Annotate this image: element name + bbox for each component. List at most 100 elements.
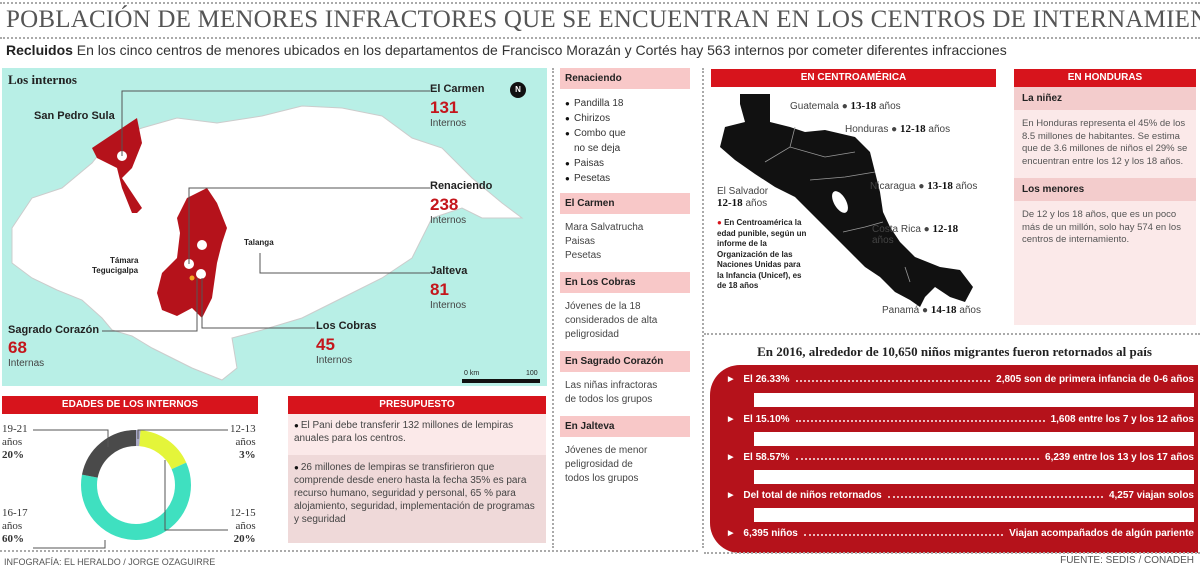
dotted-leader: [795, 454, 1040, 460]
country-panama: Panamá ● 14-18 años: [882, 304, 981, 316]
center-los-cobras-count: 45: [316, 335, 335, 354]
map-shape-icon: [11, 90, 524, 381]
country-name: Panamá: [882, 305, 920, 316]
scale-start: 0 km: [464, 370, 480, 377]
honduras-header: EN HONDURAS: [1014, 69, 1196, 87]
center-jalteva-name: Jalteva: [430, 265, 468, 277]
age-unit: años: [235, 520, 256, 532]
age-unit: años: [955, 181, 978, 192]
donut-leader-lines: [33, 429, 228, 549]
age-range: 12-18: [899, 123, 926, 135]
gang-text: Las niñas infractoras de todos los grupo…: [560, 379, 690, 407]
country-guatemala: Guatemala ● 13-18 años: [790, 100, 901, 112]
red-dot-icon: ●: [717, 218, 725, 227]
title-divider: [0, 37, 1200, 39]
gang-center-header: En Jalteva: [560, 416, 690, 437]
row-right: 4,257 viajan solos: [1108, 489, 1194, 501]
budget-panel: PRESUPUESTO ● El Pani debe transferir 132…: [288, 396, 546, 546]
gang-text: Jóvenes de menor peligrosidad de todos l…: [560, 444, 690, 486]
north-compass-icon: N: [510, 82, 526, 98]
arrow-icon: ▶: [728, 454, 734, 461]
place-tamara: Támara: [110, 256, 139, 265]
credit: INFOGRAFÍA: EL HERALDO / JORGE OZAGUIRRE: [4, 557, 216, 567]
age-label-12-15: 12-15 años 20%: [230, 507, 256, 546]
subtitle: Recluidos En los cinco centros de menore…: [6, 42, 1007, 58]
age-unit: años: [959, 305, 981, 316]
center-renaciendo-unit: Internos: [430, 215, 467, 226]
age-pct: 20%: [233, 533, 256, 545]
note-text: En Centroamérica la edad punible, según …: [717, 218, 807, 290]
age-label-12-13: 12-13 años 3%: [230, 423, 256, 462]
age-range: 16-17: [2, 507, 28, 519]
age-pct: 20%: [2, 449, 24, 461]
row-right: Viajan acompañados de algún pariente: [1009, 527, 1194, 539]
age-range: 13-18: [850, 100, 877, 112]
dotted-leader: [795, 416, 1045, 422]
age-unit: años: [872, 235, 894, 246]
center-sagrado-corazon-unit: Internas: [8, 358, 45, 369]
age-unit: años: [878, 101, 901, 112]
country-costa-rica: Costa Rica ● 12-18 años: [872, 223, 959, 246]
age-range: 13-18: [927, 180, 953, 192]
gang-line: peligrosidad de: [565, 459, 633, 470]
gang-center-header: En Sagrado Corazón: [560, 351, 690, 372]
country-name: El Salvador: [717, 186, 769, 197]
migrants-divider: [704, 333, 1200, 335]
center-los-cobras-name: Los Cobras: [316, 320, 377, 332]
central-america-note: ● En Centroamérica la edad punible, segú…: [717, 218, 807, 292]
row-right: 2,805 son de primera infancia de 0-6 año…: [996, 373, 1194, 385]
center-el-carmen-name: El Carmen: [430, 83, 485, 95]
gang-center-header: Renaciendo: [560, 68, 690, 89]
section-text: De 12 y los 18 años, que es un poco más …: [1022, 209, 1181, 245]
section-title: La niñez: [1014, 87, 1196, 110]
budget-text: El Pani debe transferir 132 millones de …: [294, 420, 514, 444]
country-name: Honduras: [845, 124, 889, 135]
column-divider: [702, 68, 704, 548]
gang-line: Mara Salvatrucha: [565, 222, 644, 233]
country-nicaragua: Nicaragua ● 13-18 años: [870, 180, 978, 192]
section-title: Los menores: [1014, 178, 1196, 201]
age-range: 12-13: [230, 423, 256, 435]
section-text: En Honduras representa el 45% de los 8.5…: [1022, 118, 1188, 167]
migrants-panel: ▶ El 26.33% 2,805 son de primera infancia …: [710, 365, 1198, 553]
place-talanga: Talanga: [244, 238, 274, 247]
arrow-icon: ▶: [728, 416, 734, 423]
gang-center-header: El Carmen: [560, 193, 690, 214]
row-gap: [754, 432, 1194, 446]
map-title: Los internos: [8, 72, 77, 87]
subtitle-text: En los cinco centros de menores ubicados…: [72, 42, 1007, 58]
age-label-19-21: 19-21 años 20%: [2, 423, 28, 462]
country-name: Costa Rica: [872, 224, 921, 235]
scale-end: 100: [526, 370, 538, 377]
gang-line: Jóvenes de la 18: [565, 301, 641, 312]
country-el-salvador: El Salvador 12-18 años: [717, 186, 768, 209]
age-unit: años: [2, 436, 23, 448]
top-divider: [0, 2, 1200, 4]
gangs-column: Renaciendo Pandilla 18 Chirizos Combo qu…: [560, 68, 690, 495]
migrant-row: ▶ Del total de niños retornados 4,257 viaj…: [728, 485, 1194, 505]
place-san-pedro-sula: San Pedro Sula: [34, 110, 115, 122]
place-tegucigalpa: Tegucigalpa: [92, 266, 139, 275]
center-jalteva-unit: Internos: [430, 300, 467, 311]
gang-center-header: En Los Cobras: [560, 272, 690, 293]
age-unit: años: [235, 436, 256, 448]
center-el-carmen-unit: Internos: [430, 118, 467, 129]
gang-line: de todos los grupos: [565, 394, 653, 405]
row-gap: [754, 508, 1194, 522]
gang-line: Las niñas infractoras: [565, 380, 658, 391]
age-pct: 3%: [239, 449, 256, 461]
gang-line: considerados de alta: [565, 315, 658, 326]
age-pct: 60%: [2, 533, 24, 545]
migrant-row: ▶ 6,395 niños Viajan acompañados de algún …: [728, 523, 1194, 543]
age-range: 12-18: [717, 197, 743, 209]
column-divider: [552, 68, 554, 548]
dotted-leader: [887, 492, 1103, 498]
gang-line: Paisas: [565, 236, 596, 247]
budget-header: PRESUPUESTO: [288, 396, 546, 414]
country-name: Nicaragua: [870, 181, 916, 192]
center-los-cobras-unit: Internos: [316, 355, 353, 366]
age-unit: años: [2, 520, 23, 532]
honduras-map: Los internos N San Pedro Sula Támara Teg…: [2, 68, 547, 386]
migrant-row: ▶ El 15.10% 1,608 entre los 7 y los 12 año…: [728, 409, 1194, 429]
subtitle-lead: Recluidos: [6, 42, 73, 58]
